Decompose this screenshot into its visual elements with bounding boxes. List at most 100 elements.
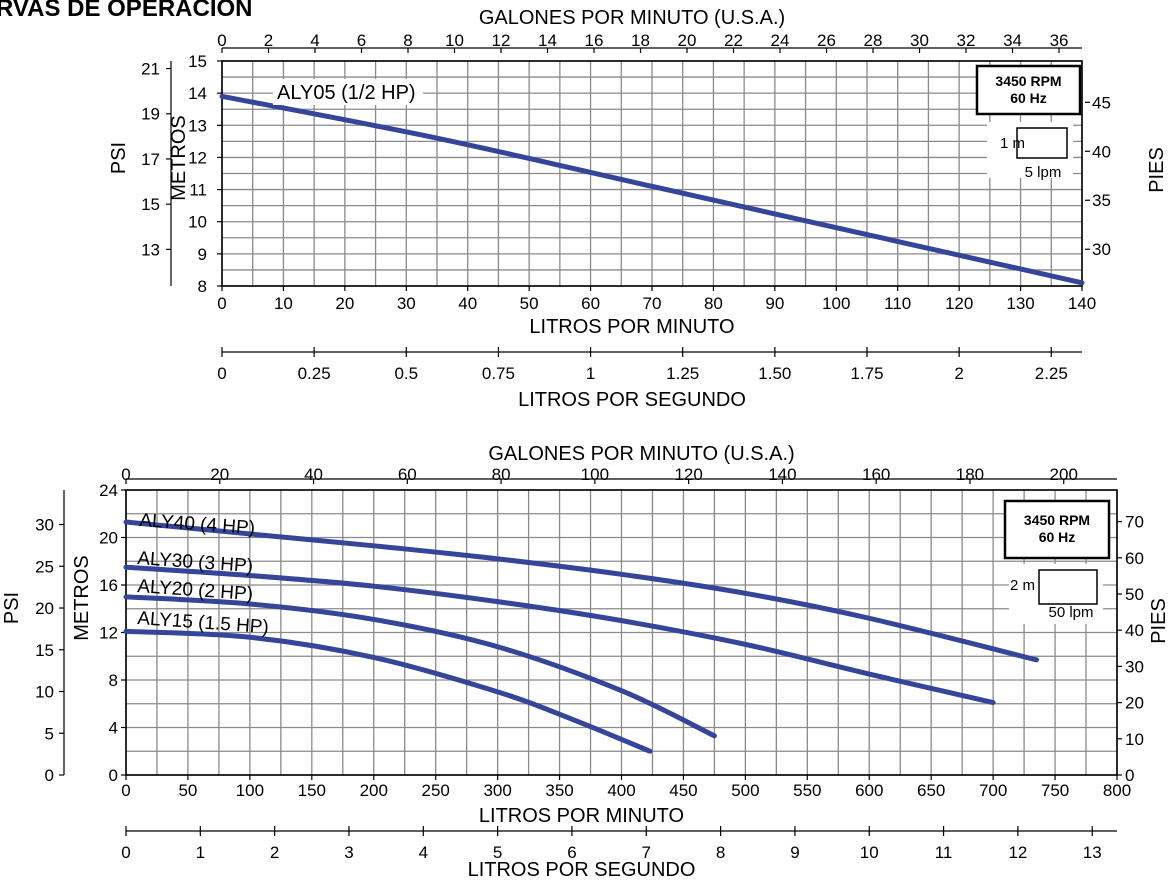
- top-tick-label: 28: [864, 31, 883, 50]
- pies-tick-label: 50: [1125, 585, 1144, 604]
- x-tick-label: 60: [581, 294, 600, 313]
- x-tick-label: 120: [945, 294, 973, 313]
- top-tick-label: 60: [398, 465, 417, 484]
- rpm-badge-hz: 60 Hz: [1039, 529, 1076, 545]
- pies-tick-label: 30: [1092, 240, 1111, 259]
- x-tick-label: 400: [607, 781, 635, 800]
- x-tick-label: 70: [643, 294, 662, 313]
- metros-tick-label: 8: [198, 277, 207, 296]
- x-tick-label: 200: [360, 781, 388, 800]
- lps-tick-label: 0: [121, 843, 130, 862]
- lps-tick-label: 3: [344, 843, 353, 862]
- psi-tick-label: 25: [35, 557, 54, 576]
- series-line: [123, 564, 996, 706]
- metros-tick-label: 13: [188, 116, 207, 135]
- x-tick-label: 140: [1068, 294, 1096, 313]
- x-tick-label: 250: [422, 781, 450, 800]
- psi-tick-label: 15: [35, 641, 54, 660]
- top-tick-label: 32: [957, 31, 976, 50]
- grid-key-horizontal: 50 lpm: [1048, 604, 1093, 621]
- lps-tick-label: 7: [642, 843, 651, 862]
- metros-tick-label: 11: [189, 181, 207, 200]
- metros-tick-label: 0: [109, 766, 118, 785]
- metros-axis-title: METROS: [168, 115, 190, 201]
- psi-axis-title: PSI: [1, 592, 23, 624]
- x-tick-label: 500: [731, 781, 759, 800]
- metros-tick-label: 14: [188, 84, 207, 103]
- top-tick-label: 14: [538, 31, 557, 50]
- psi-tick-label: 20: [35, 599, 54, 618]
- grid-key-box: [1016, 127, 1068, 159]
- top-tick-label: 22: [724, 31, 743, 50]
- pies-tick-label: 45: [1092, 93, 1111, 112]
- top-tick-label: 18: [631, 31, 650, 50]
- grid-key-box: [1038, 569, 1098, 605]
- series-label: ALY30 (3 HP): [137, 548, 254, 577]
- page-title: RVAS DE OPERACION: [0, 0, 253, 22]
- grid-key-vertical: 1 m: [1000, 135, 1025, 152]
- series-label-bg: [273, 79, 423, 105]
- top-tick-label: 0: [217, 31, 226, 50]
- psi-tick-label: 17: [141, 150, 160, 169]
- pies-axis-title: PIES: [1146, 147, 1168, 193]
- top-tick-label: 30: [910, 31, 929, 50]
- top-tick-label: 180: [956, 465, 984, 484]
- top-tick-label: 80: [492, 465, 511, 484]
- metros-tick-label: 16: [99, 576, 118, 595]
- lps-tick-label: 2: [270, 843, 279, 862]
- psi-tick-label: 0: [45, 766, 54, 785]
- x-axis-title: LITROS POR MINUTO: [479, 805, 684, 827]
- top-tick-label: 0: [121, 465, 130, 484]
- top-tick-label: 16: [585, 31, 604, 50]
- rpm-badge-rpm: 3450 RPM: [995, 73, 1061, 89]
- x-tick-label: 550: [793, 781, 821, 800]
- psi-tick-label: 10: [35, 683, 54, 702]
- rpm-badge: [975, 64, 1082, 116]
- lps-tick-label: 8: [716, 843, 725, 862]
- x-tick-label: 90: [765, 294, 784, 313]
- x-tick-label: 50: [178, 781, 197, 800]
- top-tick-label: 26: [817, 31, 836, 50]
- grid-key-bg: [1009, 564, 1103, 624]
- pies-tick-label: 10: [1125, 730, 1144, 749]
- metros-axis-title: METROS: [71, 555, 93, 641]
- pies-tick-label: 60: [1125, 549, 1144, 568]
- x-tick-label: 300: [483, 781, 511, 800]
- grid-key-vertical: 2 m: [1010, 577, 1035, 594]
- pies-tick-label: 20: [1125, 694, 1144, 713]
- x-tick-label: 650: [917, 781, 945, 800]
- lps-tick-label: 2.25: [1035, 364, 1068, 383]
- x-tick-label: 800: [1103, 781, 1131, 800]
- x-tick-label: 10: [274, 294, 293, 313]
- x-tick-label: 0: [217, 294, 226, 313]
- top-axis-title: GALONES POR MINUTO (U.S.A.): [479, 7, 785, 29]
- top-tick-label: 120: [674, 465, 702, 484]
- rpm-badge-hz: 60 Hz: [1010, 90, 1047, 106]
- lps-tick-label: 0.25: [298, 364, 331, 383]
- lps-tick-label: 2: [954, 364, 963, 383]
- psi-tick-label: 21: [141, 60, 160, 79]
- top-tick-label: 36: [1050, 31, 1069, 50]
- lps-tick-label: 1: [586, 364, 595, 383]
- metros-tick-label: 12: [99, 624, 118, 643]
- lps-tick-label: 9: [790, 843, 799, 862]
- psi-tick-label: 15: [141, 195, 160, 214]
- top-tick-label: 20: [678, 31, 697, 50]
- pies-tick-label: 30: [1125, 657, 1144, 676]
- top-tick-label: 200: [1050, 465, 1078, 484]
- top-tick-label: 12: [492, 31, 511, 50]
- pies-tick-label: 35: [1092, 191, 1111, 210]
- metros-tick-label: 12: [188, 148, 207, 167]
- psi-axis-title: PSI: [108, 142, 130, 174]
- lps-tick-label: 1.50: [758, 364, 791, 383]
- pies-axis-title: PIES: [1148, 598, 1170, 644]
- top-tick-label: 160: [862, 465, 890, 484]
- x-tick-label: 130: [1006, 294, 1034, 313]
- top-tick-label: 6: [357, 31, 366, 50]
- x-axis-title: LITROS POR MINUTO: [529, 316, 734, 338]
- x-tick-label: 450: [669, 781, 697, 800]
- pies-tick-label: 40: [1125, 621, 1144, 640]
- lps-tick-label: 0: [217, 364, 226, 383]
- top-tick-label: 100: [581, 465, 609, 484]
